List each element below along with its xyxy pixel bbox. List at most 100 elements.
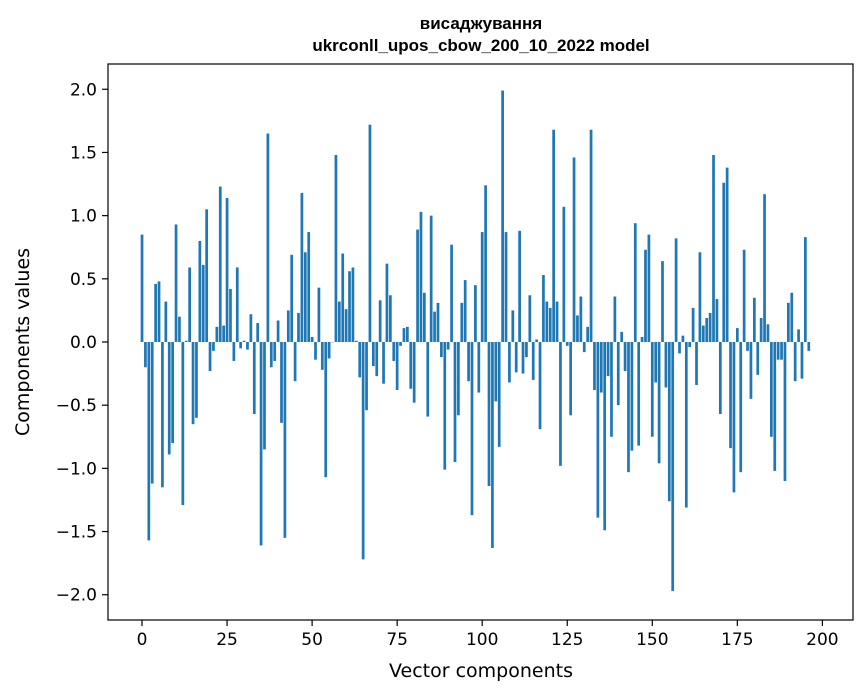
bar — [640, 336, 644, 342]
bar — [388, 295, 392, 342]
bar — [354, 340, 358, 342]
bar — [433, 311, 436, 342]
bar — [504, 232, 508, 342]
bar — [657, 342, 661, 464]
bar — [695, 342, 698, 385]
bar — [780, 342, 783, 360]
bar — [440, 342, 443, 358]
bar — [191, 342, 195, 425]
bar — [259, 342, 263, 546]
bar — [793, 342, 797, 382]
bar — [297, 312, 300, 342]
bar — [290, 254, 294, 342]
x-tick-label: 175 — [721, 630, 753, 650]
x-tick-label: 200 — [806, 630, 838, 650]
y-tick-label: 1.0 — [70, 207, 97, 227]
bar — [181, 342, 185, 506]
bar — [538, 342, 542, 430]
bar — [368, 124, 372, 343]
bar — [776, 342, 780, 360]
bar — [178, 316, 181, 342]
y-tick-label: −1.0 — [56, 459, 97, 479]
bar — [365, 342, 368, 411]
y-axis-label: Components values — [12, 248, 34, 436]
bar — [195, 342, 198, 418]
bar — [457, 342, 460, 416]
bar — [344, 309, 348, 342]
bar — [167, 342, 171, 455]
bar — [633, 223, 637, 342]
bar — [215, 326, 219, 342]
bar — [467, 342, 470, 382]
bar — [303, 252, 307, 342]
bar — [436, 302, 440, 342]
bar — [589, 129, 593, 342]
bar — [164, 301, 168, 342]
bar — [705, 317, 709, 342]
bar — [555, 301, 559, 342]
bar — [718, 342, 722, 415]
x-tick-label: 25 — [216, 630, 238, 650]
bar — [712, 154, 715, 342]
bar — [511, 310, 515, 342]
bar — [525, 342, 528, 358]
bar — [385, 263, 389, 342]
x-tick-label: 75 — [386, 630, 408, 650]
bar — [358, 342, 362, 378]
bar — [729, 342, 732, 449]
x-axis-label: Vector components — [389, 660, 573, 682]
bar — [664, 342, 668, 388]
bar — [171, 342, 174, 444]
bar — [565, 342, 569, 346]
bar — [752, 297, 756, 342]
bar — [470, 342, 474, 516]
bar — [484, 185, 487, 342]
bar — [582, 342, 586, 353]
bar — [678, 342, 681, 354]
y-tick-label: 2.0 — [70, 80, 97, 100]
bar — [208, 342, 212, 372]
bar — [314, 342, 317, 360]
bar — [256, 323, 260, 342]
bar — [412, 342, 416, 403]
bar — [174, 224, 178, 342]
bar — [225, 197, 229, 342]
bar — [637, 342, 641, 446]
bar — [399, 342, 402, 346]
bar — [797, 329, 800, 342]
bar — [701, 325, 705, 342]
bar — [263, 342, 266, 450]
bar — [361, 342, 365, 560]
bar — [804, 237, 807, 342]
bar — [419, 211, 423, 342]
bar — [572, 157, 576, 342]
bar — [491, 342, 494, 548]
bar — [375, 342, 379, 377]
bar — [671, 342, 675, 591]
bar — [579, 296, 583, 342]
bar — [317, 287, 321, 342]
bar — [596, 342, 600, 518]
bar — [402, 328, 406, 342]
bar — [732, 342, 736, 493]
bar — [205, 209, 209, 342]
bar — [324, 342, 328, 478]
bar — [548, 307, 552, 342]
bar — [239, 342, 243, 349]
bar — [184, 340, 188, 342]
bar — [715, 299, 719, 342]
bar — [273, 342, 277, 361]
bar — [201, 264, 205, 342]
bar — [494, 342, 498, 402]
bar — [453, 342, 457, 463]
y-tick-label: 0.0 — [70, 333, 97, 353]
bar — [688, 342, 692, 348]
bar — [650, 342, 654, 437]
bar — [416, 229, 419, 342]
bar — [351, 267, 355, 342]
bar — [661, 261, 664, 342]
bar — [616, 342, 620, 406]
bar — [773, 342, 777, 471]
bar — [150, 342, 154, 484]
bar — [735, 328, 739, 342]
